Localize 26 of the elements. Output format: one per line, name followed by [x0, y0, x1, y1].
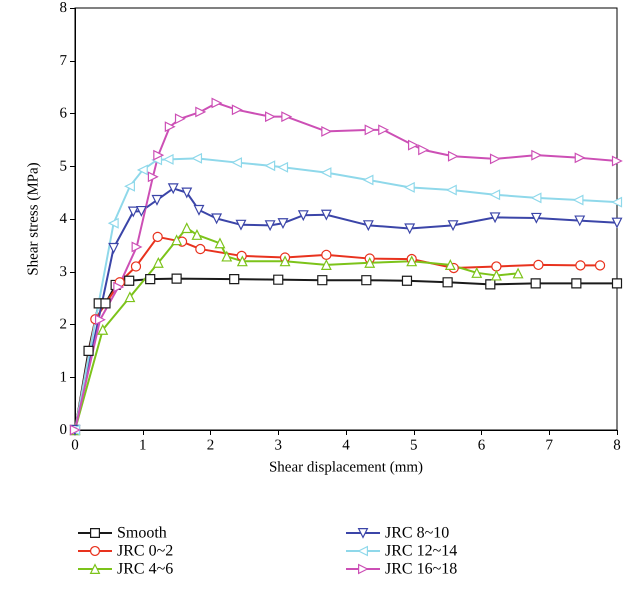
- legend-label: JRC 8~10: [385, 524, 450, 542]
- y-tick-label: 2: [60, 316, 67, 332]
- x-tick-label: 3: [274, 438, 282, 454]
- legend-label: JRC 0~2: [117, 542, 174, 560]
- y-axis-title: Shear stress (MPa): [26, 162, 42, 276]
- y-tick-label: 8: [60, 0, 67, 16]
- y-tick-label: 6: [60, 106, 68, 122]
- y-tick-label: 4: [60, 211, 68, 227]
- y-tick-label: 1: [60, 369, 67, 386]
- x-tick-label: 7: [546, 438, 554, 454]
- y-tick-label: 7: [60, 52, 68, 69]
- y-tick-label: 5: [60, 158, 67, 174]
- x-tick-label: 6: [478, 438, 486, 454]
- y-tick-label: 0: [60, 422, 67, 438]
- legend-label: JRC 12~14: [385, 542, 458, 560]
- x-tick-label: 1: [139, 438, 146, 454]
- x-tick-label: 8: [613, 438, 621, 454]
- x-tick-label: 2: [206, 438, 214, 454]
- x-tick-label: 5: [410, 438, 418, 454]
- legend-label: JRC 4~6: [117, 560, 174, 578]
- x-tick-label: 4: [342, 438, 350, 454]
- legend-label: Smooth: [117, 524, 167, 542]
- legend-label: JRC 16~18: [385, 560, 458, 578]
- x-tick-label: 0: [71, 438, 79, 454]
- x-axis-title: Shear displacement (mm): [268, 460, 424, 476]
- y-tick-label: 3: [60, 264, 67, 280]
